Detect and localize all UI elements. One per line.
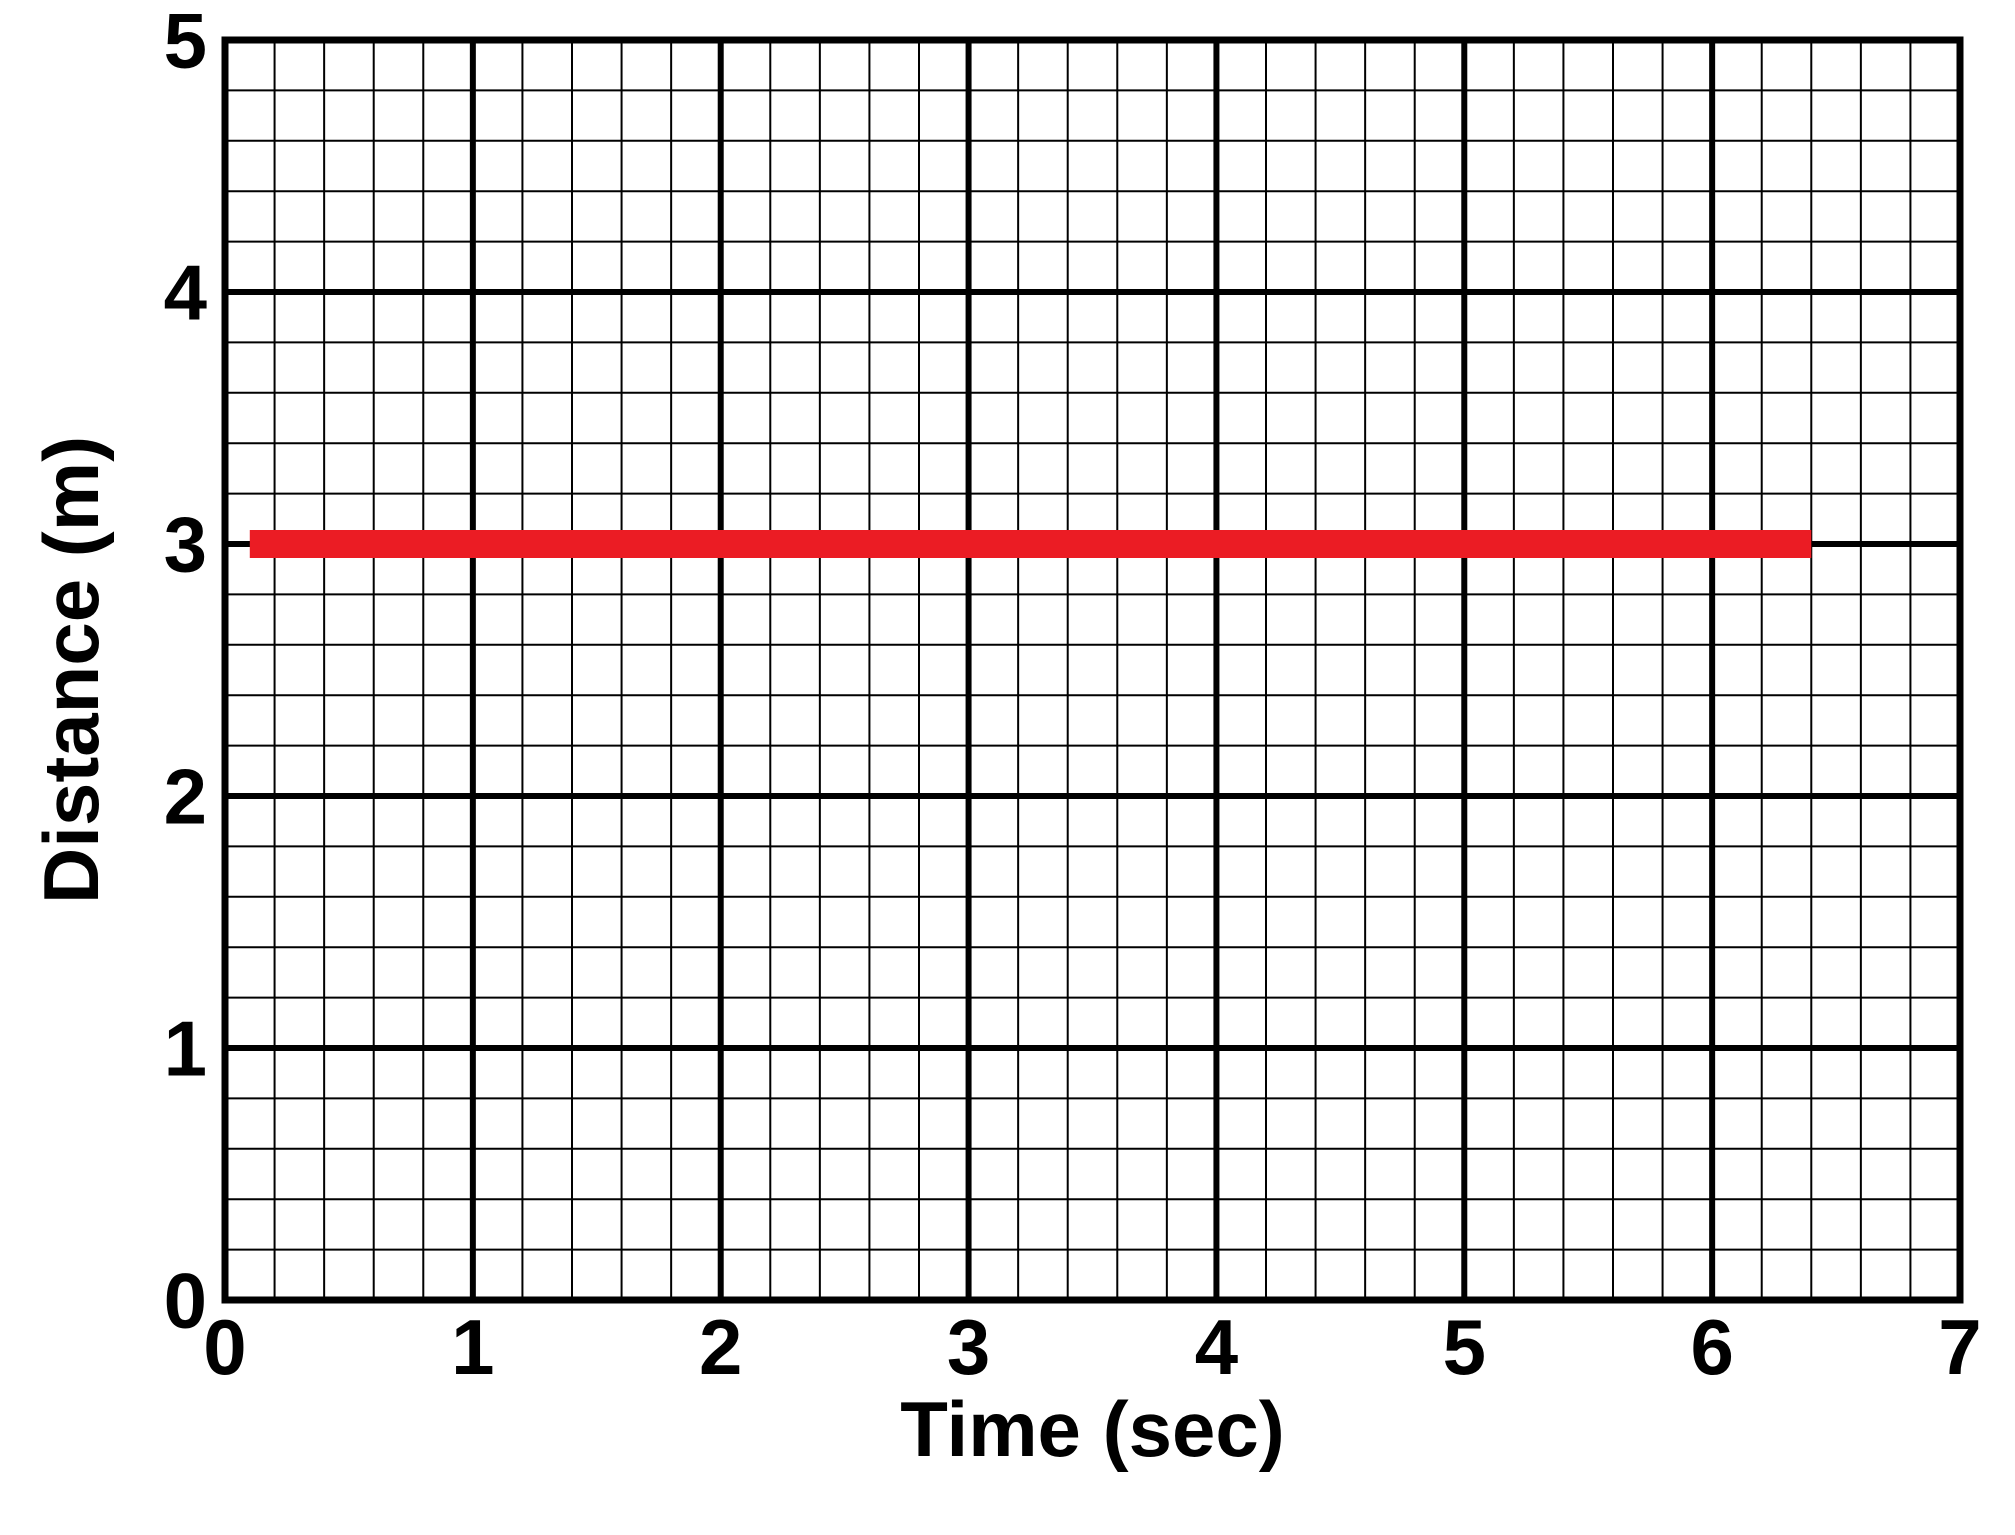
x-tick-label: 6 (1690, 1303, 1733, 1391)
y-axis-label: Distance (m) (27, 436, 115, 904)
x-tick-label: 3 (947, 1303, 990, 1391)
y-tick-label: 4 (164, 248, 207, 336)
x-tick-label: 5 (1443, 1303, 1486, 1391)
x-tick-label: 1 (451, 1303, 494, 1391)
x-tick-label: 7 (1938, 1303, 1981, 1391)
x-tick-label: 2 (699, 1303, 742, 1391)
y-tick-label: 0 (164, 1256, 207, 1344)
x-tick-label: 4 (1195, 1303, 1238, 1391)
y-tick-label: 1 (164, 1004, 207, 1092)
x-tick-label: 0 (203, 1303, 246, 1391)
chart-svg: 0 1 2 3 4 5 6 7 0 1 2 3 4 5 Time (sec) Distance (m) (0, 0, 2015, 1530)
y-tick-label: 5 (164, 0, 207, 84)
y-tick-label: 3 (164, 500, 207, 588)
y-tick-label: 2 (164, 752, 207, 840)
distance-time-chart: 0 1 2 3 4 5 6 7 0 1 2 3 4 5 Time (sec) Distance (m) (0, 0, 2015, 1535)
x-axis-label: Time (sec) (900, 1385, 1284, 1473)
